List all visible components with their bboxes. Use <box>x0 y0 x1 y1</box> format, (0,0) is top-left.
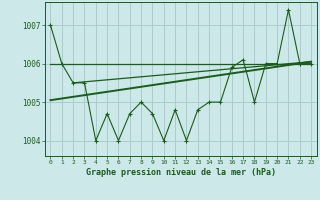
X-axis label: Graphe pression niveau de la mer (hPa): Graphe pression niveau de la mer (hPa) <box>86 168 276 177</box>
